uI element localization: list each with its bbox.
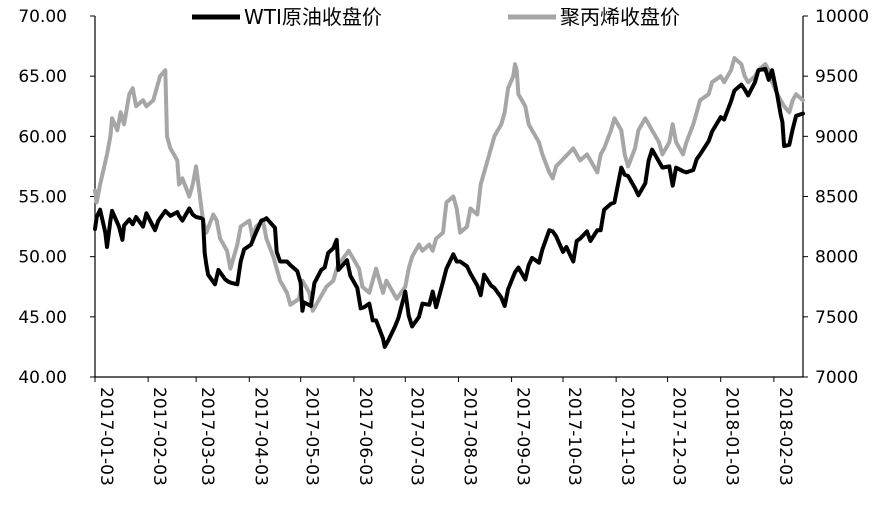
x-tick-label: 2017-06-03: [355, 387, 375, 486]
left-y-tick-label: 70.00: [18, 7, 67, 27]
x-tick-label: 2018-02-03: [775, 387, 795, 486]
right-y-tick-label: 9500: [815, 67, 858, 87]
x-tick-label: 2017-02-03: [149, 387, 169, 486]
x-tick-label-group: 2017-01-03: [96, 387, 116, 486]
axes: 40.00 45.00 50.00 55.00 60.00 65.00 70.00 7000 7…: [18, 7, 869, 486]
wti-crude-line: [93, 66, 805, 349]
x-tick-label: 2018-01-03: [722, 387, 742, 486]
legend-label: WTI原油收盘价: [244, 5, 382, 29]
x-tick-label-group: 2018-01-03: [722, 387, 742, 486]
x-tick-label-group: 2017-09-03: [513, 387, 533, 486]
polypropylene-line: [93, 56, 805, 313]
x-tick-label: 2017-08-03: [459, 387, 479, 486]
x-tick-label-group: 2017-02-03: [149, 387, 169, 486]
legend: WTI原油收盘价 聚丙烯收盘价: [192, 5, 680, 29]
right-y-tick-label: 10000: [815, 7, 869, 27]
x-tick-label: 2017-12-03: [669, 387, 689, 486]
x-tick-label-group: 2017-07-03: [406, 387, 426, 486]
x-tick-label: 2017-09-03: [513, 387, 533, 486]
x-tick-label-group: 2017-06-03: [355, 387, 375, 486]
x-tick-label-group: 2018-02-03: [775, 387, 795, 486]
x-tick-label: 2017-05-03: [302, 387, 322, 486]
right-y-tick-label: 8000: [815, 248, 858, 268]
left-y-tick-label: 50.00: [18, 248, 67, 268]
left-y-tick-label: 55.00: [18, 188, 67, 208]
x-tick-label: 2017-11-03: [617, 387, 637, 486]
left-y-tick-label: 45.00: [18, 308, 67, 328]
x-tick-label: 2017-01-03: [96, 387, 116, 486]
x-tick-label-group: 2017-11-03: [617, 387, 637, 486]
x-tick-label: 2017-03-03: [197, 387, 217, 486]
x-tick-label: 2017-10-03: [564, 387, 584, 486]
left-y-tick-label: 40.00: [18, 368, 67, 388]
x-tick-label: 2017-07-03: [406, 387, 426, 486]
x-tick-label-group: 2017-08-03: [459, 387, 479, 486]
x-tick-label-group: 2017-04-03: [250, 387, 270, 486]
right-y-tick-label: 7000: [815, 368, 858, 388]
x-tick-label-group: 2017-10-03: [564, 387, 584, 486]
x-tick-label-group: 2017-05-03: [302, 387, 322, 486]
left-y-tick-label: 65.00: [18, 67, 67, 87]
right-y-tick-label: 7500: [815, 308, 858, 328]
right-y-tick-label: 8500: [815, 188, 858, 208]
x-tick-label: 2017-04-03: [250, 387, 270, 486]
left-y-tick-label: 60.00: [18, 127, 67, 147]
x-tick-label-group: 2017-03-03: [197, 387, 217, 486]
legend-label: 聚丙烯收盘价: [560, 5, 680, 29]
x-tick-label-group: 2017-12-03: [669, 387, 689, 486]
right-y-tick-label: 9000: [815, 127, 858, 147]
series-layer: [93, 56, 805, 349]
